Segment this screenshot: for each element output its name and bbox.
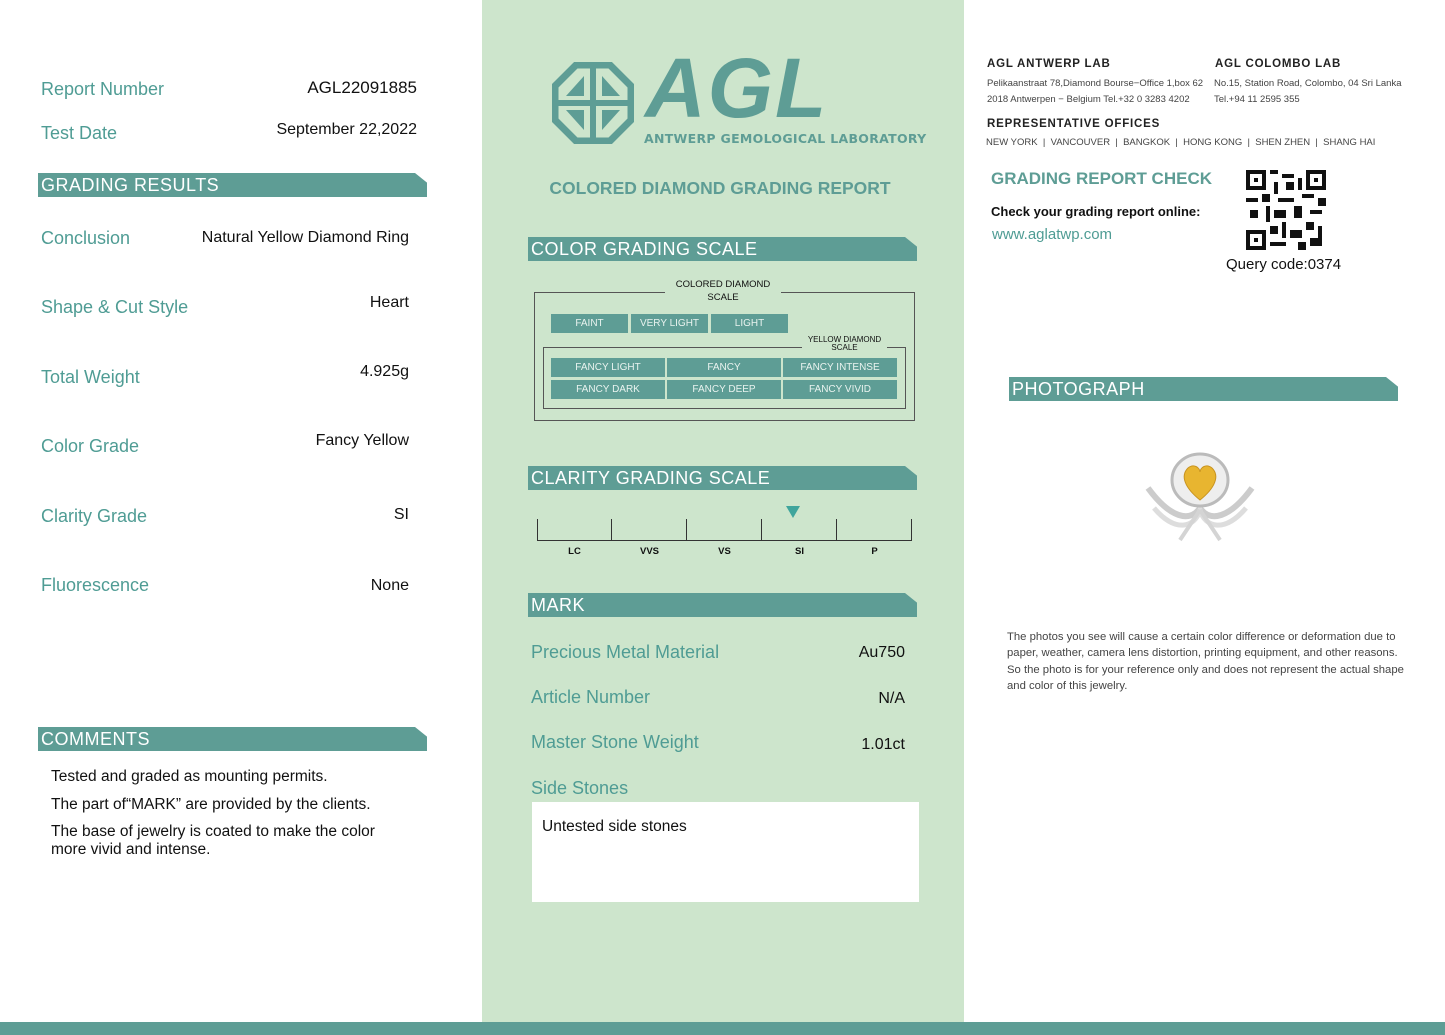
grading-results-header: GRADING RESULTS: [38, 173, 427, 197]
check-text: Check your grading report online:: [991, 204, 1201, 219]
photo-disclaimer: The photos you see will cause a certain …: [1007, 631, 1404, 692]
field-label: Total Weight: [41, 367, 140, 387]
scale-cell: FANCY: [667, 358, 781, 377]
check-title: GRADING REPORT CHECK: [991, 169, 1213, 188]
comment: Tested and graded as mounting permits.: [51, 768, 328, 785]
clarity-tick: VS: [718, 546, 731, 557]
antwerp-address: 2018 Antwerpen − Belgium Tel.+32 0 3283 …: [987, 94, 1190, 105]
scale-cell: FANCY VIVID: [783, 380, 897, 399]
agl-emblem-icon: [552, 62, 634, 144]
qr-code-icon[interactable]: [1246, 170, 1326, 250]
photograph-header: PHOTOGRAPH: [1009, 377, 1398, 401]
clarity-tick: LC: [568, 546, 581, 557]
scale-cell: FAINT: [551, 314, 628, 333]
field-value: SI: [393, 506, 409, 523]
mark-value: Au750: [858, 644, 905, 661]
field-value: 4.925g: [360, 363, 409, 380]
report-number: AGL22091885: [307, 78, 417, 97]
antwerp-title: AGL ANTWERP LAB: [987, 58, 1111, 70]
field-value: Natural Yellow Diamond Ring: [201, 229, 409, 246]
field-value: Fancy Yellow: [315, 432, 409, 449]
yellow-scale-label: YELLOW DIAMOND SCALE: [802, 336, 887, 352]
footer-bar: [0, 1022, 1445, 1035]
clarity-marker-icon: [786, 506, 800, 518]
antwerp-address: Pelikaanstraat 78,Diamond Bourse−Office …: [987, 78, 1204, 89]
field-value: None: [370, 577, 409, 594]
report-number-label: Report Number: [41, 79, 165, 99]
colored-scale-label: COLORED DIAMOND SCALE: [665, 278, 781, 304]
report-title: COLORED DIAMOND GRADING REPORT: [549, 178, 891, 198]
logo-text: AGL: [645, 41, 829, 135]
comment: The part of“MARK” are provided by the cl…: [51, 796, 371, 813]
colombo-address: No.15, Station Road, Colombo, 04 Sri Lan…: [1214, 78, 1402, 89]
scale-cell: VERY LIGHT: [631, 314, 708, 333]
field-label: Conclusion: [41, 228, 131, 248]
side-stones-label: Side Stones: [531, 778, 629, 798]
test-date-label: Test Date: [41, 123, 118, 143]
colombo-address: Tel.+94 11 2595 355: [1214, 94, 1300, 105]
field-label: Clarity Grade: [41, 506, 148, 526]
check-url-link[interactable]: www.aglatwp.com: [992, 226, 1113, 243]
scale-cell: LIGHT: [711, 314, 788, 333]
mark-header: MARK: [528, 593, 917, 617]
mark-value: 1.01ct: [861, 736, 905, 753]
clarity-scale-header: CLARITY GRADING SCALE: [528, 466, 917, 490]
comment: The base of jewelry is coated to make th…: [51, 823, 375, 858]
mark-label: Master Stone Weight: [531, 732, 699, 752]
scale-cell: FANCY INTENSE: [783, 358, 897, 377]
query-code: Query code:0374: [1226, 256, 1342, 273]
mark-label: Precious Metal Material: [531, 642, 720, 662]
comments-header: COMMENTS: [38, 727, 427, 751]
offices-title: REPRESENTATIVE OFFICES: [987, 118, 1161, 130]
clarity-tick: P: [871, 546, 878, 557]
offices-list: NEW YORK | VANCOUVER | BANGKOK | HONG KO…: [986, 137, 1376, 148]
field-value: Heart: [369, 294, 409, 311]
ring-photo: [1145, 452, 1255, 542]
color-scale-header: COLOR GRADING SCALE: [528, 237, 917, 261]
field-label: Shape & Cut Style: [41, 297, 189, 317]
field-label: Fluorescence: [41, 575, 150, 595]
side-stones-value: Untested side stones: [542, 818, 687, 835]
side-stones-box: Untested side stones: [532, 802, 919, 902]
colombo-title: AGL COLOMBO LAB: [1215, 58, 1342, 70]
mark-value: N/A: [878, 690, 905, 707]
yellow-scale-box: [543, 347, 906, 409]
clarity-tick: VVS: [639, 546, 659, 557]
scale-cell: FANCY DEEP: [667, 380, 781, 399]
clarity-tick: SI: [795, 546, 804, 557]
test-date: September 22,2022: [276, 121, 417, 138]
scale-cell: FANCY LIGHT: [551, 358, 665, 377]
middle-panel: AGL ANTWERP GEMOLOGICAL LABORATORY COLOR…: [482, 0, 964, 1022]
logo-subtitle: ANTWERP GEMOLOGICAL LABORATORY: [644, 131, 927, 146]
field-label: Color Grade: [41, 436, 140, 456]
clarity-axis: [537, 540, 912, 541]
scale-cell: FANCY DARK: [551, 380, 665, 399]
mark-label: Article Number: [531, 687, 651, 707]
